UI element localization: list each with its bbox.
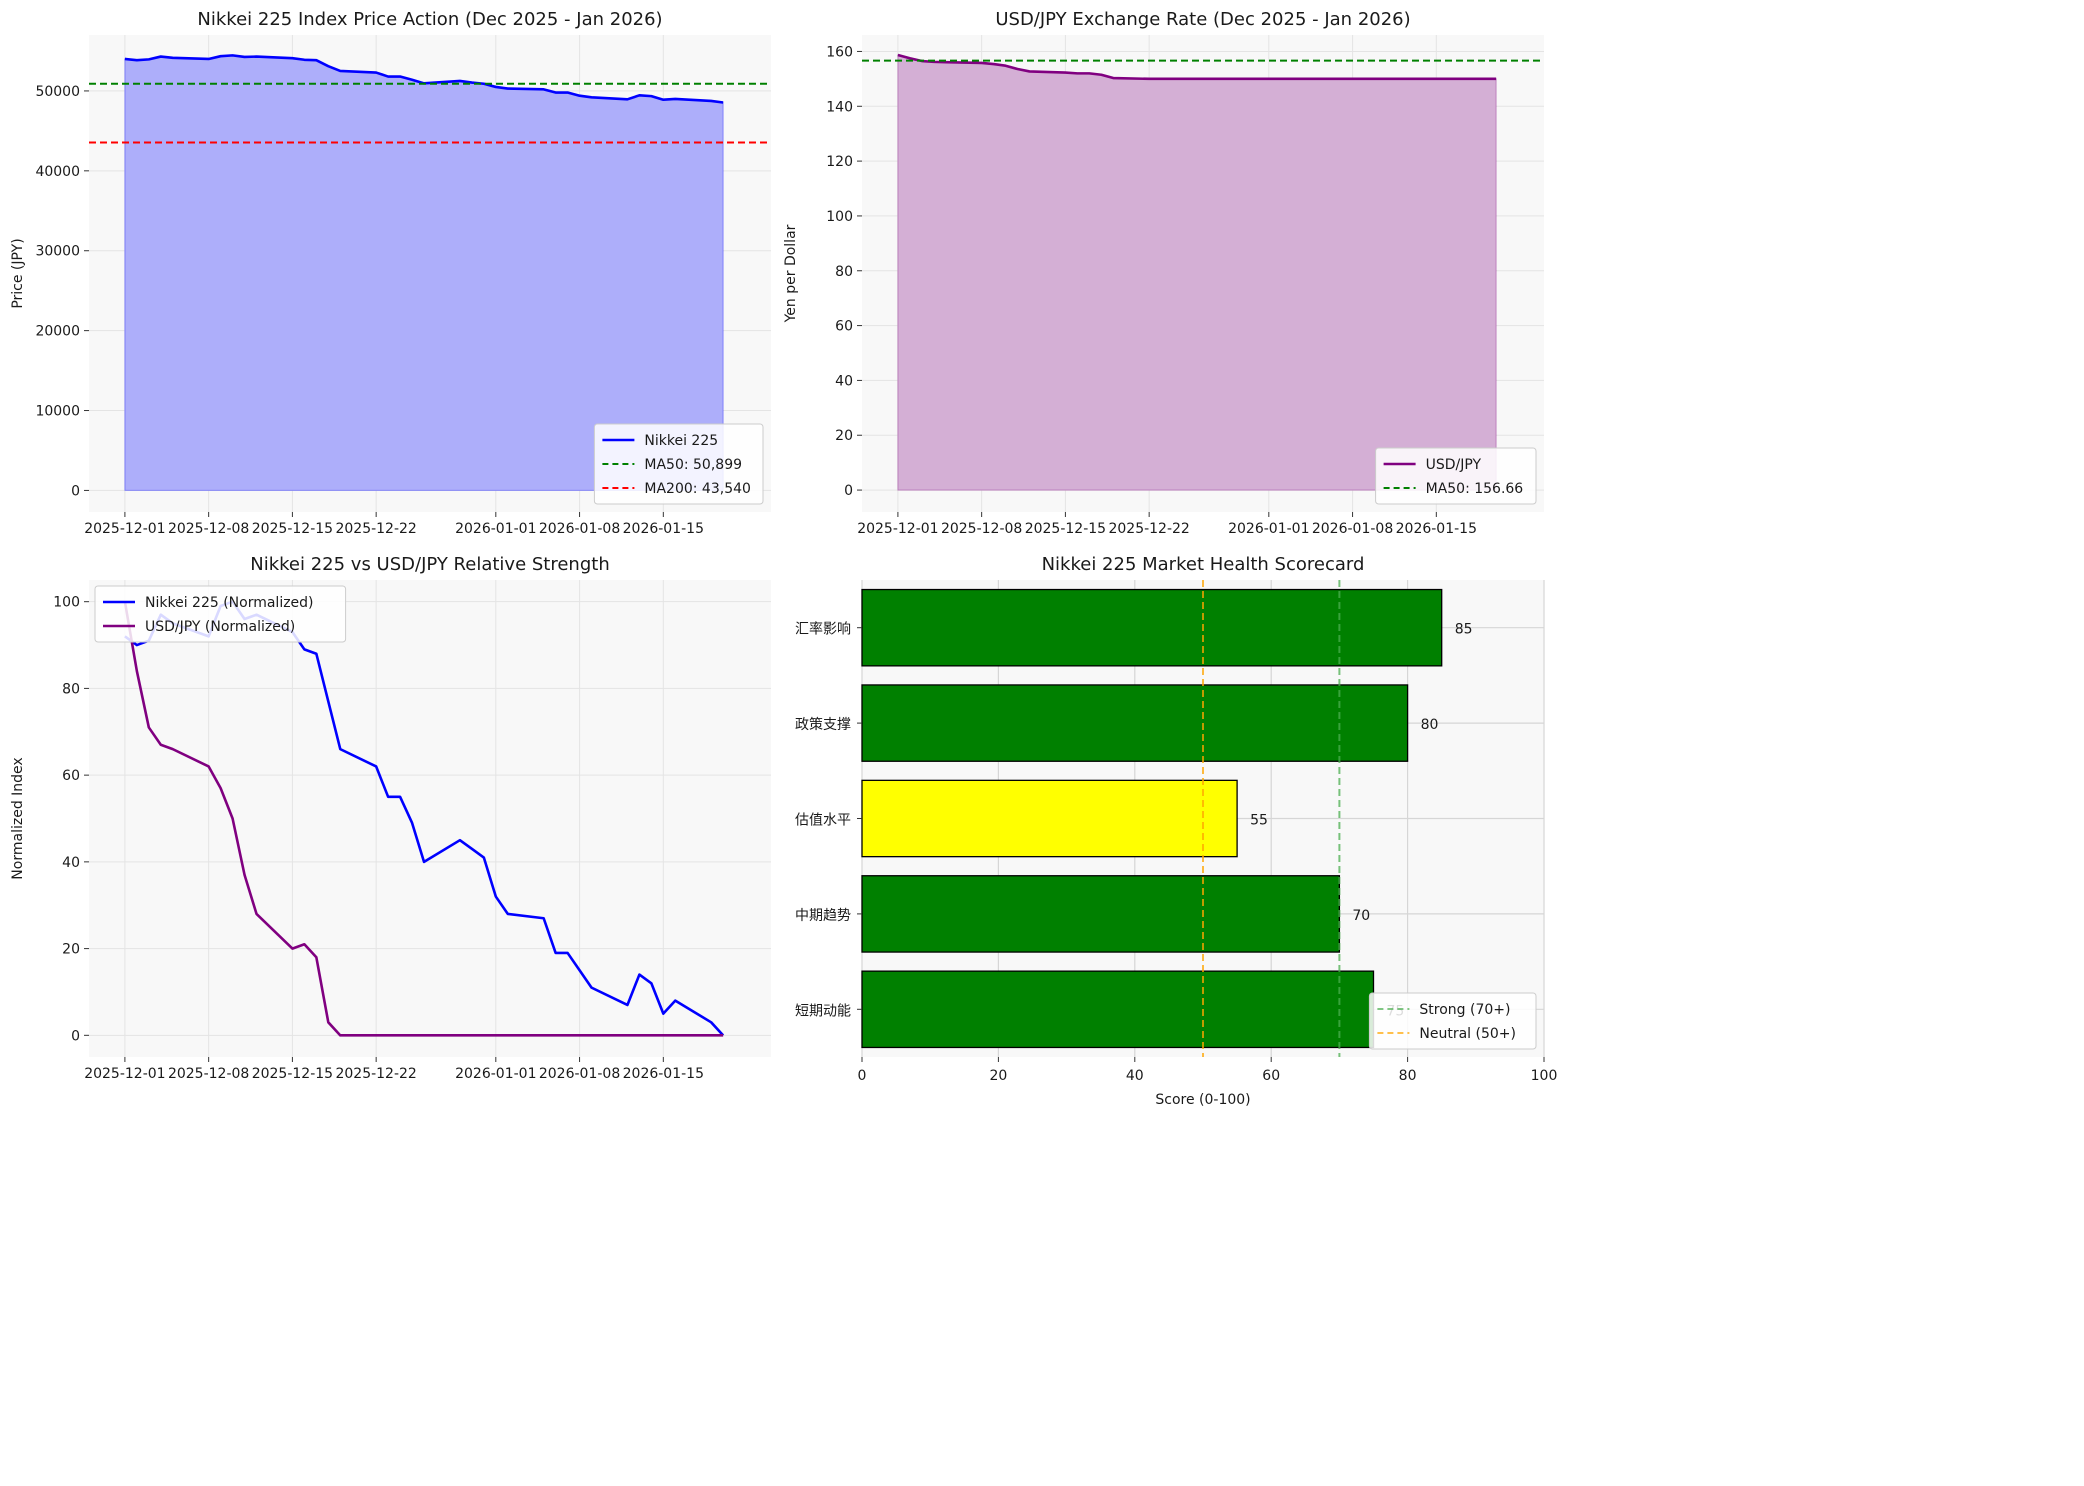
y-axis-label: Price (JPY) <box>10 238 26 308</box>
y-tick-label: 20000 <box>35 324 80 340</box>
y-tick-label: 140 <box>826 99 853 115</box>
y-tick-label: 0 <box>844 483 853 499</box>
y-tick-label: 40 <box>835 373 853 389</box>
chart-title: Nikkei 225 Index Price Action (Dec 2025 … <box>197 9 662 30</box>
bar <box>861 588 1443 667</box>
x-tick-label: 0 <box>858 1068 867 1084</box>
legend-label: Neutral (50+) <box>1419 1026 1516 1042</box>
bar-value-label: 80 <box>1421 717 1439 733</box>
subplot-1: Nikkei 225 Index Price Action (Dec 2025 … <box>10 9 771 537</box>
x-tick-label: 2025-12-22 <box>335 521 416 537</box>
legend-label: USD/JPY (Normalized) <box>145 619 295 635</box>
bar <box>861 779 1238 858</box>
y-tick-label: 40 <box>62 855 80 871</box>
bar <box>861 875 1341 953</box>
y-tick-label: 0 <box>71 1028 80 1044</box>
y-tick-label: 政策支撑 <box>795 716 851 733</box>
bar-value-label: 85 <box>1455 622 1473 638</box>
y-tick-label: 10000 <box>35 404 80 420</box>
x-tick-label: 2025-12-08 <box>168 1066 249 1082</box>
x-tick-label: 2025-12-01 <box>84 1066 165 1082</box>
legend-label: MA50: 156.66 <box>1426 481 1524 497</box>
y-tick-label: 30000 <box>35 244 80 260</box>
y-tick-label: 100 <box>826 209 853 225</box>
legend-label: Strong (70+) <box>1419 1002 1510 1018</box>
x-tick-label: 2026-01-08 <box>539 1066 620 1082</box>
x-tick-label: 2026-01-01 <box>455 521 536 537</box>
legend-label: MA200: 43,540 <box>644 481 751 497</box>
x-tick-label: 80 <box>1399 1068 1417 1084</box>
x-tick-label: 2026-01-15 <box>1396 521 1477 537</box>
series-line <box>123 601 724 1037</box>
y-tick-label: 40000 <box>35 164 80 180</box>
x-axis-label: Score (0-100) <box>1155 1092 1250 1108</box>
x-tick-label: 60 <box>1262 1068 1280 1084</box>
legend-box <box>593 423 764 505</box>
x-tick-label: 2026-01-15 <box>623 1066 704 1082</box>
bar-value-label: 55 <box>1250 813 1268 829</box>
bar-value-label: 70 <box>1352 908 1370 924</box>
x-tick-label: 2026-01-01 <box>455 1066 536 1082</box>
y-tick-label: 80 <box>62 681 80 697</box>
y-tick-label: 50000 <box>35 84 80 100</box>
x-tick-label: 2025-12-01 <box>84 521 165 537</box>
x-tick-label: 2025-12-22 <box>335 1066 416 1082</box>
x-tick-label: 2025-12-15 <box>252 521 333 537</box>
y-tick-label: 100 <box>53 595 80 611</box>
y-tick-label: 160 <box>826 44 853 60</box>
legend-box <box>1368 992 1537 1050</box>
chart-title: USD/JPY Exchange Rate (Dec 2025 - Jan 20… <box>995 9 1410 30</box>
x-tick-label: 2025-12-15 <box>252 1066 333 1082</box>
x-tick-label: 20 <box>989 1068 1007 1084</box>
y-tick-label: 120 <box>826 154 853 170</box>
y-tick-label: 0 <box>71 483 80 499</box>
y-tick-label: 20 <box>835 428 853 444</box>
legend-box <box>1375 447 1537 505</box>
y-tick-label: 汇率影响 <box>795 621 851 638</box>
x-tick-label: 2025-12-08 <box>168 521 249 537</box>
legend-label: Nikkei 225 (Normalized) <box>145 595 314 611</box>
subplot-4: Nikkei 225 Market Health Scorecard 0 20 40 6… <box>795 554 1557 1108</box>
legend-box <box>94 585 347 643</box>
x-tick-label: 100 <box>1531 1068 1558 1084</box>
chart-title: Nikkei 225 Market Health Scorecard <box>1042 554 1365 575</box>
y-tick-label: 短期动能 <box>795 1003 851 1019</box>
y-tick-label: 60 <box>835 319 853 335</box>
x-tick-label: 2026-01-08 <box>539 521 620 537</box>
x-tick-label: 2026-01-15 <box>623 521 704 537</box>
x-tick-label: 2026-01-08 <box>1312 521 1393 537</box>
x-tick-label: 2025-12-01 <box>857 521 938 537</box>
y-tick-label: 估值水平 <box>795 813 851 829</box>
y-axis-label: Yen per Dollar <box>783 224 799 323</box>
y-tick-label: 80 <box>835 264 853 280</box>
x-tick-label: 2025-12-08 <box>941 521 1022 537</box>
y-axis-label: Normalized Index <box>10 757 26 879</box>
series-area-fill <box>897 54 1497 491</box>
bar <box>861 684 1409 762</box>
y-tick-label: 60 <box>62 768 80 784</box>
figure: Nikkei 225 Index Price Action (Dec 2025 … <box>10 9 1557 1108</box>
x-tick-label: 2026-01-01 <box>1228 521 1309 537</box>
chart-title: Nikkei 225 vs USD/JPY Relative Strength <box>250 554 609 575</box>
bar <box>861 970 1375 1049</box>
x-tick-label: 40 <box>1126 1068 1144 1084</box>
legend-label: MA50: 50,899 <box>644 457 742 473</box>
legend-label: Nikkei 225 <box>644 433 718 449</box>
x-tick-label: 2025-12-22 <box>1108 521 1189 537</box>
y-tick-label: 20 <box>62 942 80 958</box>
plot-background <box>89 580 771 1057</box>
subplot-3: Nikkei 225 vs USD/JPY Relative Strength 2… <box>10 554 771 1082</box>
series-line <box>124 54 724 104</box>
subplot-2: USD/JPY Exchange Rate (Dec 2025 - Jan 20… <box>783 9 1544 537</box>
legend-label: USD/JPY <box>1426 457 1482 473</box>
y-tick-label: 中期趋势 <box>795 908 851 924</box>
x-tick-label: 2025-12-15 <box>1025 521 1106 537</box>
